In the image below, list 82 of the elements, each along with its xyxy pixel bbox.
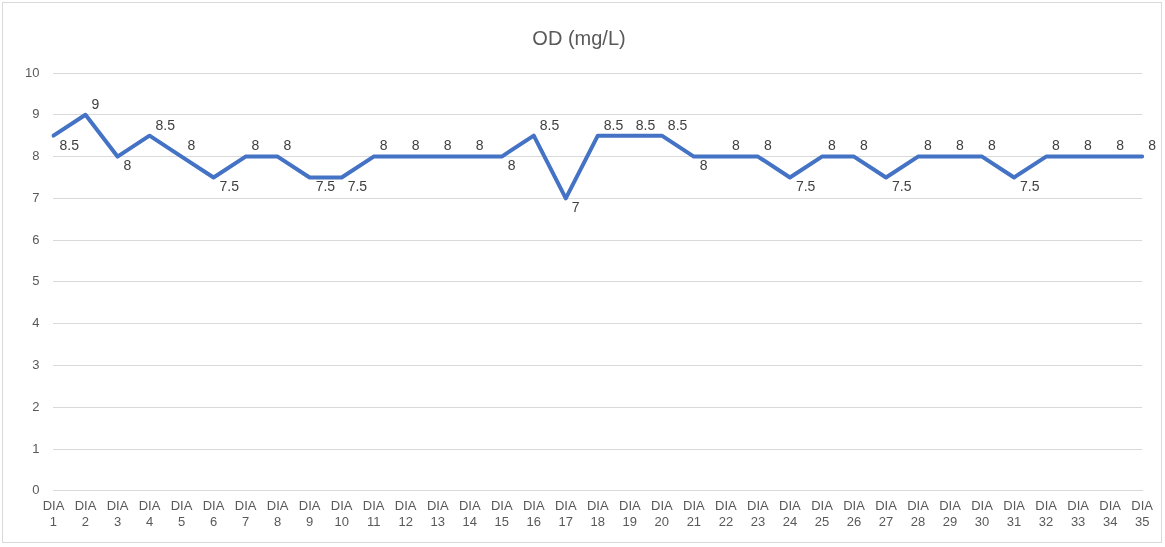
data-label: 8 [827, 137, 836, 154]
data-label: 8 [1116, 137, 1125, 154]
data-label: 8 [859, 137, 868, 154]
x-tick-label: DIA 25 [811, 498, 834, 529]
y-tick-label: 5 [32, 273, 40, 289]
x-tick-label: DIA 9 [298, 498, 321, 529]
x-tick-label: DIA 11 [362, 498, 385, 529]
data-label: 8.5 [155, 116, 176, 133]
data-label: 8 [379, 137, 388, 154]
data-label: 8.5 [603, 116, 624, 133]
data-label: 8.5 [59, 136, 80, 153]
data-label: 8 [956, 137, 965, 154]
x-tick-label: DIA 18 [586, 498, 609, 529]
y-tick-label: 0 [32, 482, 40, 498]
data-label: 8 [1052, 137, 1061, 154]
x-tick-label: DIA 3 [106, 498, 129, 529]
x-tick-label: DIA 32 [1035, 498, 1058, 529]
data-label: 8 [1148, 137, 1157, 154]
x-tick-label: DIA 8 [266, 498, 289, 529]
x-tick-label: DIA 1 [42, 498, 65, 529]
y-tick-label: 1 [32, 440, 40, 456]
data-label: 7.5 [219, 178, 240, 195]
x-tick-label: DIA 14 [458, 498, 481, 529]
chart-title: OD (mg/L) [532, 26, 626, 49]
x-tick-label: DIA 15 [490, 498, 513, 529]
x-tick-label: DIA 16 [522, 498, 545, 529]
data-label: 8 [283, 137, 292, 154]
x-tick-label: DIA 4 [138, 498, 161, 529]
y-tick-label: 3 [32, 357, 40, 373]
data-label: 8 [123, 157, 132, 174]
data-label: 7 [571, 199, 580, 216]
data-label: 8 [507, 157, 516, 174]
data-label: 7.5 [795, 178, 816, 195]
x-tick-label: DIA 35 [1131, 498, 1154, 529]
data-label: 8 [1084, 137, 1093, 154]
y-tick-label: 8 [32, 148, 40, 164]
y-tick-label: 7 [32, 189, 40, 205]
x-tick-label: DIA 19 [619, 498, 641, 529]
data-label: 9 [91, 95, 100, 112]
x-tick-label: DIA 21 [683, 498, 706, 529]
x-tick-label: DIA 34 [1099, 498, 1122, 529]
x-tick-label: DIA 10 [330, 498, 353, 529]
data-label: 8 [924, 137, 933, 154]
data-label: 7.5 [892, 178, 912, 195]
y-tick-label: 4 [32, 315, 40, 331]
data-label: 8.5 [539, 116, 560, 133]
x-tick-label: DIA 5 [170, 498, 193, 529]
x-tick-label: DIA 28 [907, 498, 930, 529]
x-tick-label: DIA 7 [234, 498, 257, 529]
x-tick-label: DIA 12 [394, 498, 417, 529]
data-label: 7.5 [1020, 178, 1040, 195]
data-label: 8 [251, 137, 260, 154]
data-label: 8 [475, 137, 484, 154]
x-tick-label: DIA 31 [1003, 498, 1026, 529]
x-tick-label: DIA 20 [651, 498, 674, 529]
data-label: 8.5 [667, 116, 688, 133]
x-tick-label: DIA 24 [779, 498, 802, 529]
x-tick-label: DIA 22 [715, 498, 738, 529]
data-label: 8 [187, 137, 196, 154]
data-label: 8 [988, 137, 997, 154]
data-label: 8 [763, 137, 772, 154]
y-tick-label: 2 [32, 398, 40, 414]
x-tick-label: DIA 17 [554, 498, 577, 529]
x-tick-label: DIA 27 [875, 498, 898, 529]
y-tick-label: 9 [32, 106, 40, 122]
x-tick-label: DIA 2 [74, 498, 97, 529]
y-tick-label: 6 [32, 231, 40, 247]
data-label: 7.5 [315, 178, 336, 195]
x-tick-label: DIA 26 [843, 498, 866, 529]
x-tick-label: DIA 23 [747, 498, 770, 529]
y-tick-label: 10 [24, 64, 40, 80]
data-label: 8 [731, 137, 740, 154]
data-label: 8.5 [635, 116, 656, 133]
x-tick-label: DIA 6 [202, 498, 225, 529]
x-tick-label: DIA 30 [971, 498, 994, 529]
x-tick-label: DIA 29 [939, 498, 962, 529]
x-tick-label: DIA 13 [426, 498, 449, 529]
data-label: 8 [443, 137, 452, 154]
data-label: 7.5 [347, 178, 368, 195]
data-label: 8 [699, 157, 708, 174]
data-label: 8 [411, 137, 420, 154]
x-tick-label: DIA 33 [1067, 498, 1090, 529]
